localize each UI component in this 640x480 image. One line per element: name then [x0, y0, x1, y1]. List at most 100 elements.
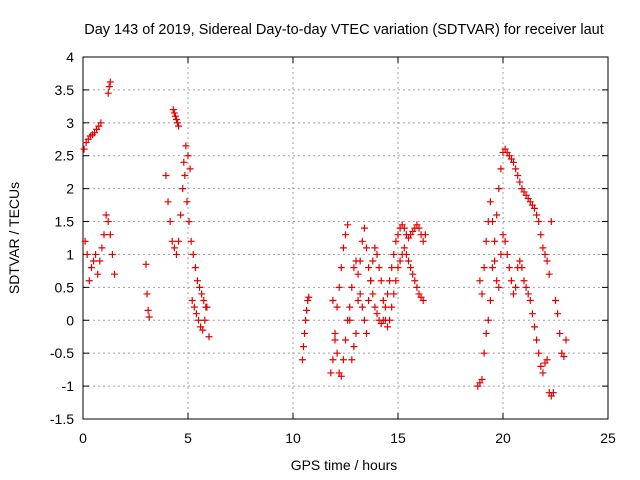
data-point — [505, 264, 513, 272]
data-point — [533, 336, 541, 344]
data-point — [187, 237, 195, 245]
data-point — [301, 329, 309, 337]
x-tick-label: 10 — [285, 430, 301, 446]
data-point — [203, 303, 211, 311]
y-tick-label: 2.5 — [55, 148, 75, 164]
y-tick-label: -0.5 — [50, 345, 74, 361]
data-point — [535, 349, 543, 357]
y-tick-label: 3 — [66, 115, 74, 131]
data-point — [497, 165, 505, 173]
data-point — [363, 329, 370, 337]
data-point — [190, 303, 198, 311]
data-point — [344, 316, 352, 324]
data-point — [327, 369, 335, 377]
data-point — [390, 290, 398, 298]
data-point — [162, 171, 170, 179]
series-seg-b — [142, 260, 153, 321]
data-point — [201, 316, 209, 324]
data-point — [195, 316, 202, 324]
data-point — [516, 178, 524, 186]
data-point — [81, 237, 89, 245]
data-point — [111, 270, 118, 278]
data-point — [305, 293, 313, 301]
data-point — [354, 297, 362, 305]
data-point — [510, 290, 517, 298]
series-seg-a-high — [80, 119, 105, 153]
data-point — [106, 231, 114, 239]
data-point — [369, 290, 377, 298]
data-point — [100, 231, 108, 239]
data-point — [175, 237, 183, 245]
data-point — [489, 264, 496, 272]
data-point — [170, 244, 178, 252]
data-point — [333, 303, 341, 311]
data-point — [352, 329, 360, 337]
data-point — [329, 297, 337, 305]
data-point — [192, 310, 200, 318]
data-point — [379, 297, 387, 305]
data-point — [90, 257, 97, 265]
data-point — [350, 343, 358, 351]
data-point — [373, 310, 381, 318]
x-tick-label: 0 — [79, 430, 87, 446]
data-point — [377, 277, 385, 285]
data-point — [181, 171, 189, 179]
data-point — [298, 356, 306, 364]
data-point — [193, 277, 201, 285]
data-point — [191, 264, 199, 272]
data-point — [300, 343, 307, 351]
data-point — [543, 356, 551, 364]
scatter-points — [80, 78, 570, 400]
data-point — [486, 198, 494, 206]
x-axis-label: GPS time / hours — [291, 457, 398, 473]
data-point — [348, 283, 356, 291]
y-tick-label: 3.5 — [55, 82, 75, 98]
data-point — [94, 270, 102, 278]
data-point — [522, 283, 530, 291]
data-point — [166, 218, 174, 226]
data-point — [503, 250, 511, 258]
data-point — [198, 290, 206, 298]
series-seg-c-high — [169, 106, 183, 130]
data-point — [200, 297, 208, 305]
data-point — [360, 316, 368, 324]
data-point — [196, 283, 204, 291]
data-point — [556, 329, 564, 337]
y-tick-label: 4 — [66, 49, 74, 65]
data-point — [189, 250, 197, 258]
data-point — [186, 165, 194, 173]
data-point — [539, 244, 547, 252]
data-point — [169, 106, 177, 114]
data-point — [360, 224, 368, 232]
data-point — [388, 303, 396, 311]
data-point — [381, 303, 389, 311]
data-point — [390, 250, 398, 258]
axis-ticks — [82, 56, 609, 420]
data-point — [92, 250, 100, 258]
data-point — [537, 362, 545, 370]
data-point — [514, 171, 522, 179]
data-point — [531, 323, 538, 331]
data-point — [543, 257, 551, 265]
data-point — [554, 310, 562, 318]
series-seg-d — [298, 293, 313, 364]
data-point — [489, 218, 496, 226]
data-point — [373, 250, 381, 258]
data-point — [482, 237, 490, 245]
x-tick-label: 5 — [184, 430, 192, 446]
data-point — [507, 277, 515, 285]
data-point — [413, 283, 421, 291]
data-point — [499, 231, 507, 239]
data-point — [480, 264, 488, 272]
data-point — [493, 277, 501, 285]
data-point — [539, 369, 547, 377]
y-tick-label: 0.5 — [55, 279, 75, 295]
data-point — [392, 237, 400, 245]
data-point — [180, 158, 188, 166]
data-point — [350, 264, 358, 272]
data-point — [346, 303, 354, 311]
data-point — [97, 119, 105, 127]
data-point — [339, 244, 347, 252]
data-point — [143, 290, 151, 298]
data-point — [145, 313, 153, 321]
